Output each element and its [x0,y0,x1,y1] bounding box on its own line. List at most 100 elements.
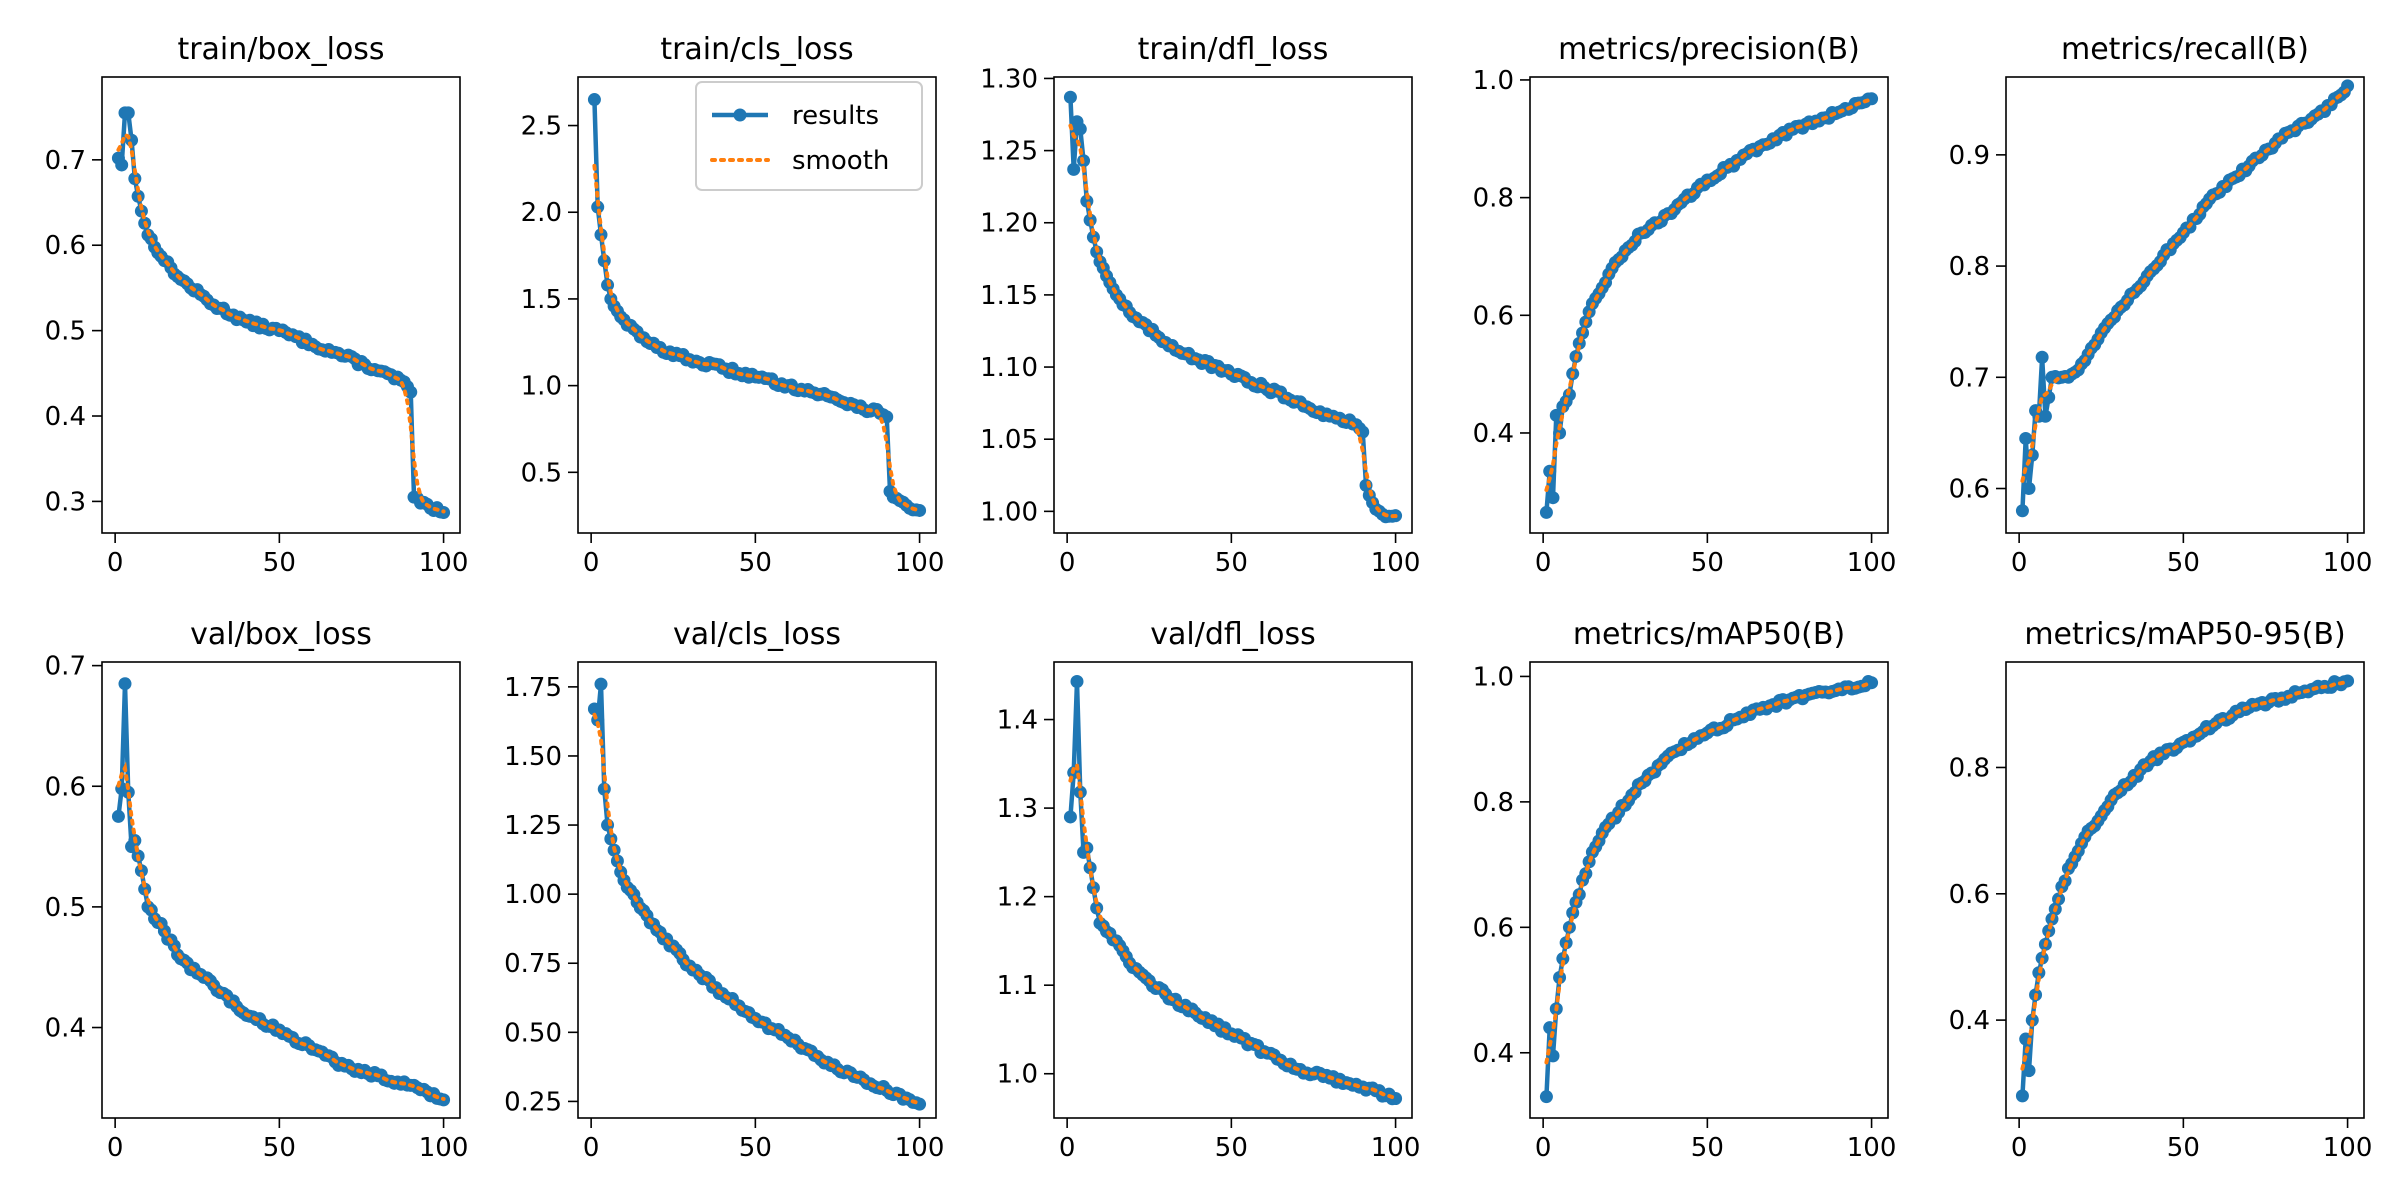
smooth-line [116,132,446,514]
results-point [1865,676,1879,690]
smooth-line [1544,97,1874,492]
subplot-title: metrics/mAP50(B) [1573,617,1845,652]
y-tick-label: 0.5 [45,893,86,923]
results-point [1086,881,1100,895]
x-tick-label: 100 [2323,1133,2373,1163]
axes-frame [101,76,461,534]
x-tick-label: 50 [739,548,772,578]
results-point [594,677,608,691]
y-tick-label: 1.0 [1473,662,1514,692]
x-tick-label: 100 [895,1133,945,1163]
results-point [2038,409,2052,423]
results-point [111,809,125,823]
x-tick-label: 50 [1215,548,1248,578]
y-tick-label: 1.3 [997,794,1038,824]
y-tick-label: 1.25 [980,137,1038,167]
subplot-title: train/cls_loss [660,32,853,67]
x-tick-label: 50 [1215,1133,1248,1163]
results-point [1546,491,1560,505]
results-point [587,93,601,107]
results-point [2019,431,2033,445]
subplot-4: metrics/precision(B) 0 50 100 0.4 0.6 0.8 1.0 [1473,32,1897,578]
x-tick-label: 100 [895,548,945,578]
subplot-title: val/cls_loss [673,617,841,652]
y-tick-label: 1.50 [504,742,562,772]
subplot-6: val/box_loss 0 50 100 0.4 0.5 0.6 0.7 [45,617,469,1163]
results-point [587,702,601,716]
y-tick-label: 1.15 [980,281,1038,311]
smooth-line [1068,760,1398,1100]
x-tick-label: 0 [107,548,124,578]
x-tick-label: 0 [1535,1133,1552,1163]
y-tick-label: 0.4 [1473,419,1514,449]
results-point [2022,482,2036,496]
x-tick-label: 100 [1847,548,1897,578]
x-tick-label: 0 [2011,548,2028,578]
x-tick-label: 0 [1059,1133,1076,1163]
results-point [591,200,605,214]
smooth-line [592,163,922,513]
x-tick-label: 50 [2167,548,2200,578]
results-point [2035,350,2049,364]
subplot-title: metrics/precision(B) [1558,32,1860,67]
y-tick-label: 0.8 [1473,184,1514,214]
x-tick-label: 100 [419,1133,469,1163]
legend-frame [695,81,923,191]
y-tick-label: 0.4 [1949,1006,1990,1036]
y-tick-label: 1.2 [997,883,1038,913]
subplot-8: val/dfl_loss 0 50 100 1.0 1.1 1.2 1.3 1.4 [997,617,1421,1163]
y-tick-label: 0.5 [521,458,562,488]
legend: results smooth [695,81,923,191]
x-tick-label: 50 [2167,1133,2200,1163]
x-tick-label: 50 [739,1133,772,1163]
y-tick-label: 0.6 [1949,880,1990,910]
results-point [404,385,418,399]
subplot-3: train/dfl_loss 0 50 100 1.00 1.05 1.10 1.15 1.20… [980,32,1420,578]
results-point [913,1097,927,1111]
y-tick-label: 2.0 [521,198,562,228]
smooth-line [2020,679,2350,1071]
y-tick-label: 0.75 [504,949,562,979]
subplot-title: metrics/recall(B) [2061,32,2309,67]
axes-frame [1053,76,1413,534]
y-tick-label: 0.6 [1473,913,1514,943]
y-tick-label: 1.0 [1473,66,1514,96]
y-tick-label: 1.1 [997,971,1038,1001]
y-tick-label: 0.7 [45,146,86,176]
smooth-line [1544,681,1874,1065]
results-point [1063,810,1077,824]
x-tick-label: 0 [1535,548,1552,578]
results-point [2015,1089,2029,1103]
y-tick-label: 1.4 [997,706,1038,736]
axes-frame [1053,661,1413,1119]
x-tick-label: 50 [1691,1133,1724,1163]
smooth-line [2020,88,2350,483]
results-point [2015,504,2029,518]
results-point [913,503,927,517]
results-point [115,158,129,172]
subplot-title: val/box_loss [190,617,372,652]
legend-smooth-label: smooth [792,146,889,176]
y-tick-label: 1.30 [980,64,1038,94]
y-tick-label: 0.8 [1949,252,1990,282]
results-point [134,864,148,878]
y-tick-label: 1.75 [504,673,562,703]
y-tick-label: 1.05 [980,425,1038,455]
y-tick-label: 0.6 [1473,301,1514,331]
results-point [118,677,132,691]
x-tick-label: 50 [263,1133,296,1163]
subplot-10: metrics/mAP50-95(B) 0 50 100 0.4 0.6 0.8 [1949,617,2373,1163]
results-point [2341,674,2355,688]
subplot-title: train/dfl_loss [1138,32,1329,67]
y-tick-label: 0.8 [1949,753,1990,783]
axes-frame [2005,76,2365,534]
results-point [2022,1064,2036,1078]
x-tick-label: 50 [1691,548,1724,578]
y-tick-label: 0.7 [1949,363,1990,393]
y-tick-label: 0.6 [45,772,86,802]
y-tick-label: 0.50 [504,1018,562,1048]
y-tick-label: 0.4 [45,402,86,432]
smooth-line [592,712,922,1106]
